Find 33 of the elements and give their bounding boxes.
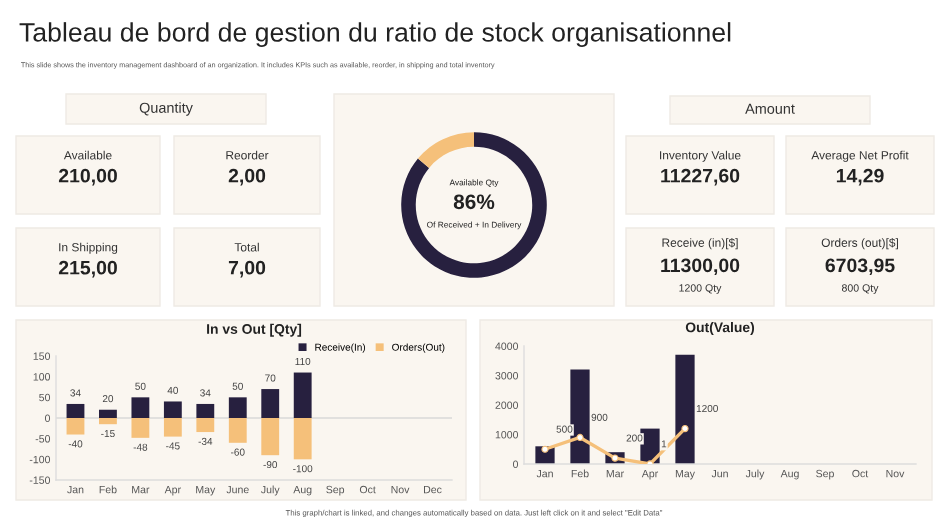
text: 2,00 (228, 168, 266, 186)
text: 86% (453, 194, 495, 210)
bar (228, 418, 247, 443)
bar (261, 418, 280, 456)
text: 210,00 (58, 168, 117, 186)
bar (261, 389, 280, 418)
point (576, 433, 584, 442)
text: 6703,95 (825, 258, 895, 276)
text: 11300,00 (661, 258, 740, 276)
point (541, 445, 549, 453)
bar (293, 418, 312, 460)
bar (66, 418, 85, 435)
donut-slice (417, 132, 474, 168)
bar (228, 397, 247, 418)
text: 7,00 (228, 260, 266, 278)
bar (131, 418, 150, 438)
donut-slice (401, 132, 547, 278)
bar (99, 409, 117, 418)
bar (163, 401, 182, 418)
bar (196, 403, 215, 418)
bar (293, 372, 312, 418)
bar (570, 369, 590, 464)
text: 14,29 (836, 168, 884, 186)
bar (66, 403, 85, 418)
bar (196, 418, 215, 433)
bar (99, 418, 117, 425)
text: 11227,60 (661, 168, 740, 186)
point (681, 424, 689, 433)
bar (163, 418, 182, 437)
bar (675, 354, 695, 464)
bar (131, 397, 150, 418)
text: Tableau de bord de gestion du ratio de stock organisationnel (19, 22, 731, 48)
text: 215,00 (58, 260, 117, 278)
